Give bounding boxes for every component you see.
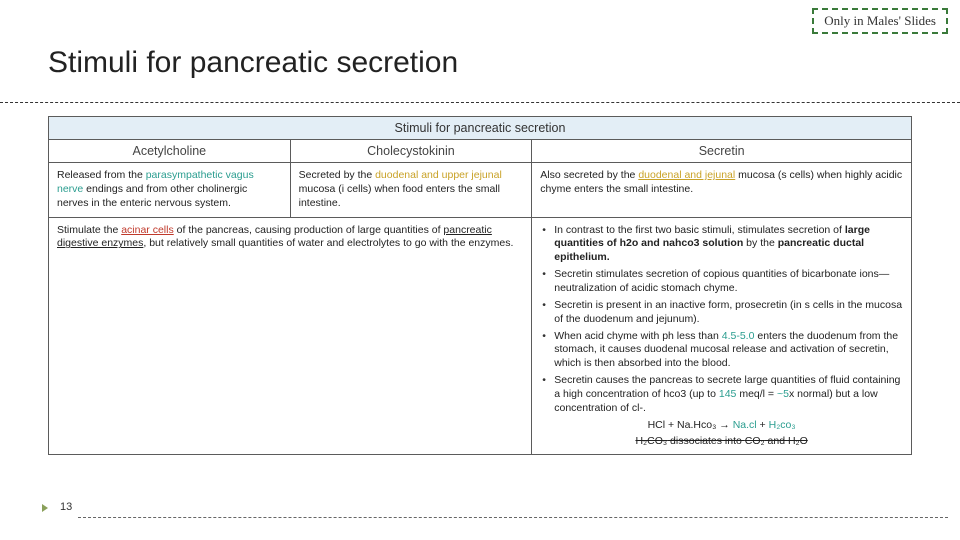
text: → xyxy=(716,419,732,431)
text: + xyxy=(757,419,769,431)
text: mucosa (i cells) when food enters the sm… xyxy=(299,183,500,209)
footer-rule xyxy=(78,517,948,518)
highlight: 4.5-5.0 xyxy=(722,330,755,342)
text: and xyxy=(765,435,788,447)
text: endings and from other cholinergic nerve… xyxy=(57,183,247,209)
text: by the xyxy=(743,237,777,249)
title-rule xyxy=(0,102,960,103)
equation-1: HCl + Na.Hco₃ → Na.cl + H₂co₃ xyxy=(540,419,903,433)
highlight: duodenal and upper jejunal xyxy=(375,169,502,181)
text: CO₂ xyxy=(745,435,765,447)
page-arrow-icon xyxy=(42,504,48,512)
column-header-secretin: Secretin xyxy=(532,140,912,163)
list-item: In contrast to the first two basic stimu… xyxy=(540,224,903,266)
table-row: Released from the parasympathetic vagus … xyxy=(49,163,912,218)
slide-context-badge: Only in Males' Slides xyxy=(812,8,948,34)
highlight: Na.cl xyxy=(733,419,757,431)
stimuli-table: Stimuli for pancreatic secretion Acetylc… xyxy=(48,116,912,455)
text: HCl + Na.Hco₃ xyxy=(648,419,717,431)
cell-cck-source: Secreted by the duodenal and upper jejun… xyxy=(290,163,532,218)
cell-secretin-details: In contrast to the first two basic stimu… xyxy=(532,217,912,455)
table-header-span: Stimuli for pancreatic secretion xyxy=(49,117,912,140)
text: When acid chyme with ph less than xyxy=(554,330,722,342)
highlight: 145 xyxy=(719,388,737,400)
table-row: Stimulate the acinar cells of the pancre… xyxy=(49,217,912,455)
column-header-acetylcholine: Acetylcholine xyxy=(49,140,291,163)
list-item: Secretin is present in an inactive form,… xyxy=(540,299,903,327)
text: dissociates into xyxy=(667,435,745,447)
highlight: H₂co₃ xyxy=(769,419,796,431)
text: Secreted by the xyxy=(299,169,375,181)
list-item: Secretin stimulates secretion of copious… xyxy=(540,268,903,296)
list-item: Secretin causes the pancreas to secrete … xyxy=(540,374,903,416)
cell-acinar-effect: Stimulate the acinar cells of the pancre… xyxy=(49,217,532,455)
text: , but relatively small quantities of wat… xyxy=(143,237,513,249)
text: Stimulate the xyxy=(57,224,121,236)
text: In contrast to the first two basic stimu… xyxy=(554,224,845,236)
text: Released from the xyxy=(57,169,146,181)
text: H₂CO₃ xyxy=(635,435,667,447)
highlight: duodenal and jejunal xyxy=(638,169,735,181)
text: Also secreted by the xyxy=(540,169,638,181)
cell-secretin-source: Also secreted by the duodenal and jejuna… xyxy=(532,163,912,218)
highlight: ~5 xyxy=(777,388,789,400)
slide-title: Stimuli for pancreatic secretion xyxy=(48,46,458,80)
column-header-cholecystokinin: Cholecystokinin xyxy=(290,140,532,163)
secretin-bullets: In contrast to the first two basic stimu… xyxy=(540,224,903,416)
page-number: 13 xyxy=(60,501,72,513)
list-item: When acid chyme with ph less than 4.5-5.… xyxy=(540,330,903,372)
highlight: acinar cells xyxy=(121,224,174,236)
equation-2: H₂CO₃ dissociates into CO₂ and H₂O xyxy=(540,435,903,449)
text: of the pancreas, causing production of l… xyxy=(174,224,444,236)
text: H₂O xyxy=(788,435,808,447)
cell-ach-source: Released from the parasympathetic vagus … xyxy=(49,163,291,218)
text: meq/l = xyxy=(736,388,777,400)
